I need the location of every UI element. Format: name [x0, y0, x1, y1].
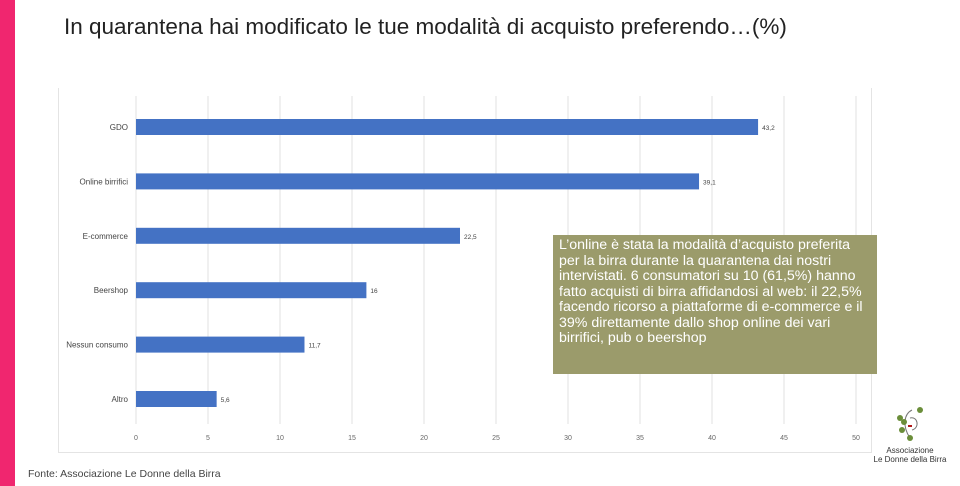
bar: [136, 391, 217, 407]
data-label: 5,6: [221, 397, 230, 404]
x-tick-label: 40: [708, 435, 716, 442]
x-tick-label: 45: [780, 435, 788, 442]
data-label: 11,7: [308, 343, 321, 350]
accent-bar: [0, 0, 15, 486]
x-tick-label: 0: [134, 435, 138, 442]
data-label: 22,5: [464, 234, 477, 241]
x-tick-label: 15: [348, 435, 356, 442]
hop-logo-icon: [897, 407, 923, 441]
logo: Associazione Le Donne della Birra: [870, 404, 950, 464]
x-tick-label: 50: [852, 435, 860, 442]
data-label: 16: [370, 288, 378, 295]
x-tick-label: 30: [564, 435, 572, 442]
source-note: Fonte: Associazione Le Donne della Birra: [28, 468, 221, 480]
data-label: 43,2: [762, 125, 775, 132]
category-label: Altro: [112, 395, 129, 404]
bar: [136, 227, 460, 244]
page-title: In quarantena hai modificato le tue moda…: [64, 14, 787, 39]
logo-line1: Associazione: [886, 446, 934, 455]
bar: [136, 336, 305, 353]
x-tick-label: 5: [206, 435, 210, 442]
category-label: GDO: [110, 123, 128, 132]
data-label: 39,1: [703, 179, 716, 186]
category-label: Nessun consumo: [66, 341, 128, 350]
bar: [136, 119, 759, 135]
x-tick-label: 20: [420, 435, 428, 442]
callout-box: L’online è stata la modalità d’acquisto …: [553, 235, 877, 374]
x-tick-label: 35: [636, 435, 644, 442]
category-label: Online birrifici: [80, 177, 129, 186]
bar: [136, 282, 367, 299]
x-tick-label: 25: [492, 435, 500, 442]
category-label: E-commerce: [83, 232, 129, 241]
category-label: Beershop: [94, 286, 129, 295]
logo-line2: Le Donne della Birra: [873, 455, 947, 464]
bar: [136, 173, 700, 190]
x-tick-label: 10: [276, 435, 284, 442]
